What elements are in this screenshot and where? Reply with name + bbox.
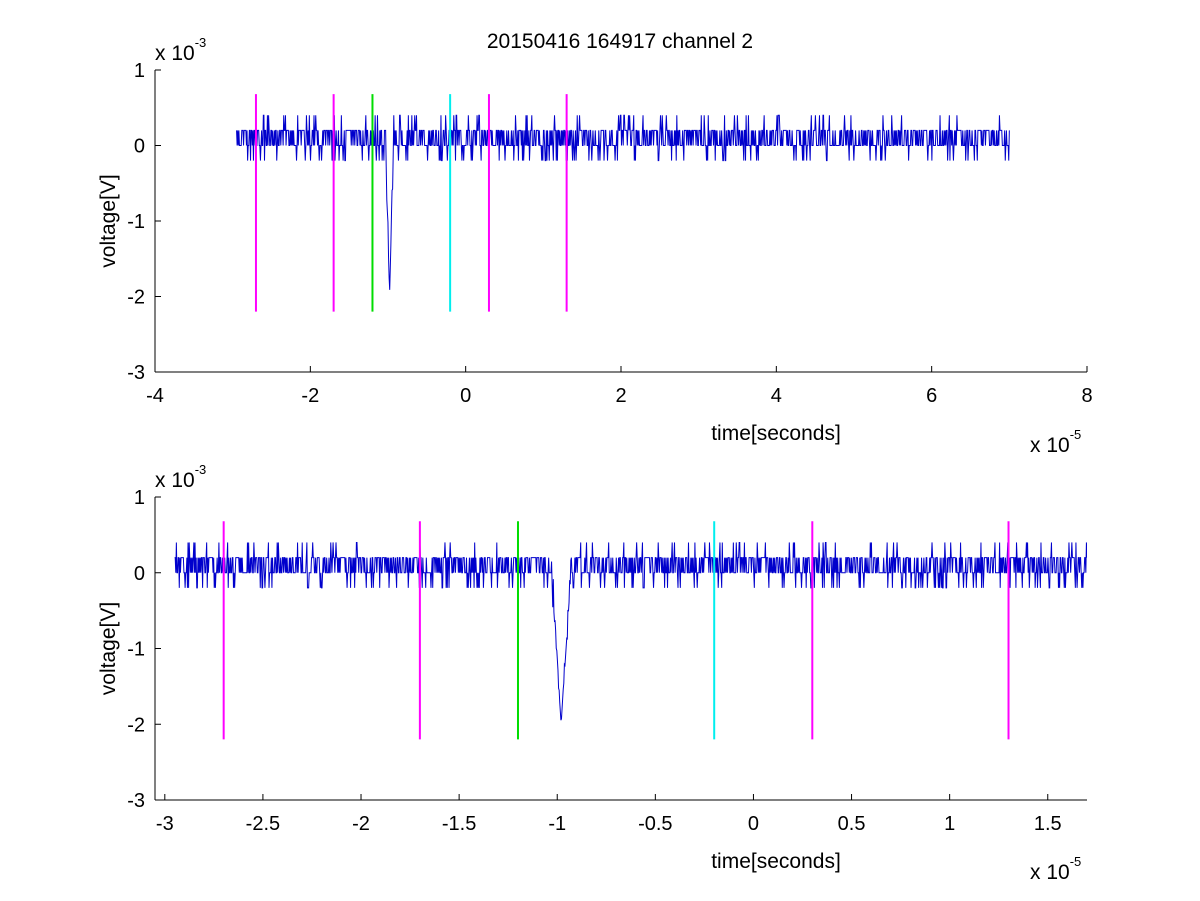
y-axis-label: voltage[V] <box>97 602 120 695</box>
y-axis-label: voltage[V] <box>97 174 120 267</box>
bottom-plot: -3 -2.5 -2 -1.5 -1 -0.5 0 0.5 1 1.5 -3 -2 -1 0 1 time[s… <box>97 462 1087 884</box>
signal-trace-line <box>174 541 1087 721</box>
x-tick-label: 1.5 <box>1034 813 1062 835</box>
y-tick-label: -2 <box>127 714 145 736</box>
x-tick-label: 0 <box>748 813 759 835</box>
x-multiplier-label: x 10-5 <box>1030 854 1081 884</box>
x-tick-label: 0.5 <box>838 813 866 835</box>
y-tick-label: 1 <box>134 60 145 82</box>
x-tick-label: -1.5 <box>442 813 476 835</box>
x-axis-label: time[seconds] <box>711 422 841 445</box>
x-tick-label: 6 <box>926 385 937 407</box>
y-tick-label: -1 <box>127 639 145 661</box>
x-tick-label: -3 <box>156 813 174 835</box>
y-tick-label: -3 <box>127 362 145 384</box>
signal-trace-line <box>236 114 1010 290</box>
x-axis-label: time[seconds] <box>711 850 841 873</box>
y-tick-label: 0 <box>134 563 145 585</box>
x-tick-label: -0.5 <box>638 813 672 835</box>
top-plot: -4 -2 0 2 4 6 8 -3 -2 -1 0 1 time[seconds] voltage[V]… <box>97 35 1093 457</box>
y-multiplier-label: x 10-3 <box>155 35 206 65</box>
figure-title: 20150416 164917 channel 2 <box>487 30 753 53</box>
x-tick-label: -2 <box>352 813 370 835</box>
y-tick-label: -3 <box>127 790 145 812</box>
x-tick-label: 0 <box>460 385 471 407</box>
x-tick-label: -1 <box>548 813 566 835</box>
x-tick-label: -2 <box>301 385 319 407</box>
y-multiplier-label: x 10-3 <box>155 462 206 492</box>
y-tick-label: 1 <box>134 487 145 509</box>
x-tick-label: -4 <box>146 385 164 407</box>
x-tick-label: 1 <box>944 813 955 835</box>
x-tick-label: -2.5 <box>246 813 280 835</box>
y-tick-label: -1 <box>127 211 145 233</box>
x-multiplier-label: x 10-5 <box>1030 427 1081 457</box>
x-tick-label: 4 <box>771 385 782 407</box>
x-tick-label: 8 <box>1081 385 1092 407</box>
y-tick-label: -2 <box>127 287 145 309</box>
x-tick-label: 2 <box>615 385 626 407</box>
y-tick-label: 0 <box>134 136 145 158</box>
